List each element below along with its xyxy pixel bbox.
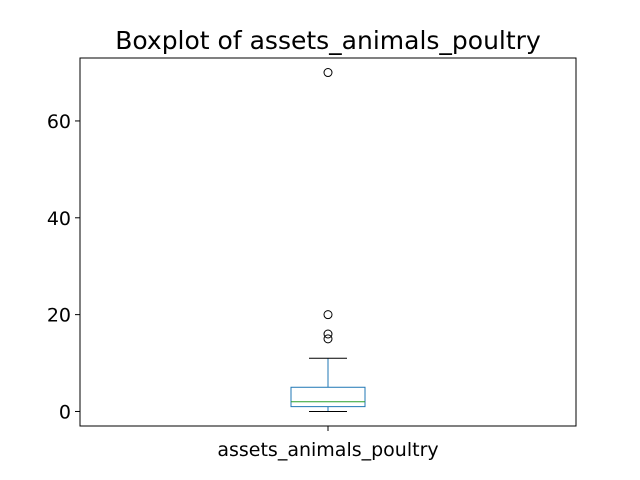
outlier-point bbox=[323, 68, 333, 78]
y-tick-label: 0 bbox=[59, 401, 71, 423]
y-tick-label: 40 bbox=[47, 208, 71, 230]
outlier-point bbox=[323, 329, 333, 339]
outlier-point bbox=[323, 310, 333, 320]
iqr-box bbox=[290, 386, 366, 408]
chart-title: Boxplot of assets_animals_poultry bbox=[115, 26, 541, 55]
y-tick-label: 60 bbox=[47, 111, 71, 133]
outlier-point bbox=[323, 334, 333, 344]
plot-area: 0 20 40 60 assets_animals_poultry bbox=[47, 57, 577, 461]
x-tick-label: assets_animals_poultry bbox=[217, 439, 438, 461]
y-tick-label: 20 bbox=[47, 305, 71, 327]
